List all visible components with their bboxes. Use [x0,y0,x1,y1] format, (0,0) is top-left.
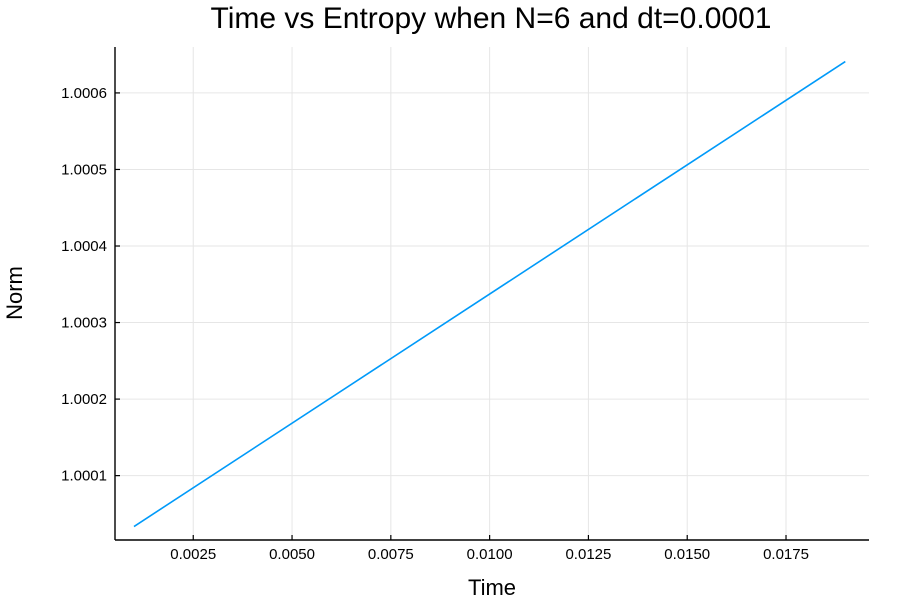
y-axis-title: Norm [2,266,27,320]
x-tick-label: 0.0175 [763,546,809,563]
y-tick-label: 1.0001 [61,468,107,485]
x-tick-label: 0.0075 [368,546,414,563]
y-tick-label: 1.0006 [61,85,107,102]
x-tick-label: 0.0025 [170,546,216,563]
y-tick-label: 1.0002 [61,391,107,408]
series-line [133,60,846,528]
axes [114,47,869,541]
y-tick-label: 1.0003 [61,315,107,332]
y-tick-label: 1.0004 [61,238,107,255]
x-tick-label: 0.0100 [467,546,513,563]
x-tick-label: 0.0050 [269,546,315,563]
y-tick-label: 1.0005 [61,161,107,178]
x-tick-label: 0.0150 [664,546,710,563]
ticks: 0.0025 0.0050 0.0075 0.0100 0.0125 0.0150 0.01… [61,85,809,563]
grid [115,47,869,540]
x-axis-title: Time [468,575,516,600]
series-layer [133,60,846,528]
x-tick-label: 0.0125 [565,546,611,563]
chart-title: Time vs Entropy when N=6 and dt=0.0001 [211,2,772,35]
